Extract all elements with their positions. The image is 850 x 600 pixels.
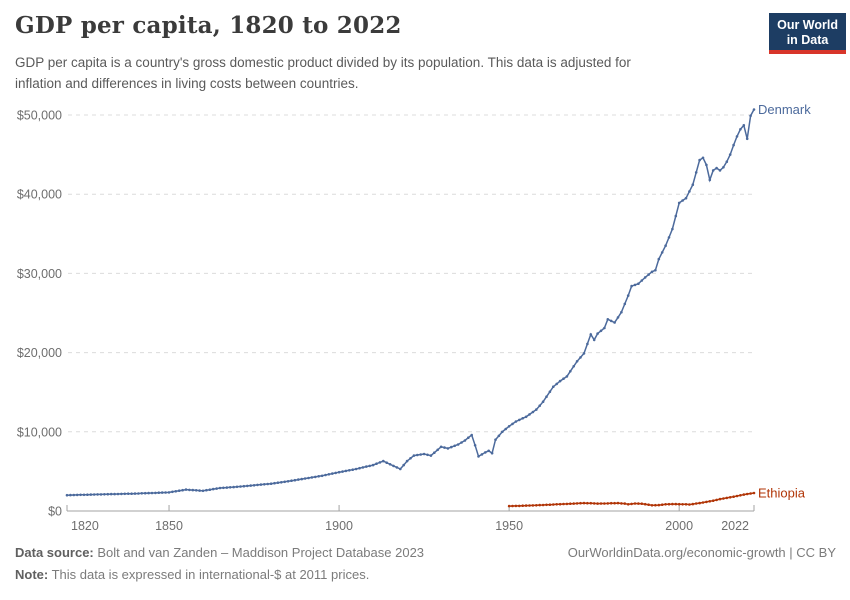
- series-dots-ethiopia[interactable]: [507, 491, 756, 508]
- data-source-label: Data source:: [15, 545, 94, 560]
- chart-subtitle: GDP per capita is a country's gross dome…: [15, 52, 631, 94]
- data-source-value: Bolt and van Zanden – Maddison Project D…: [93, 545, 425, 560]
- footer-credit-link[interactable]: OurWorldinData.org/economic-growth | CC …: [567, 545, 836, 560]
- owid-logo[interactable]: Our World in Data: [769, 13, 846, 54]
- owid-logo-line2: in Data: [786, 32, 829, 47]
- footer-source-note: Data source: Bolt and van Zanden – Maddi…: [15, 542, 424, 586]
- series-line-denmark[interactable]: [66, 109, 755, 496]
- note-line: Note: This data is expressed in internat…: [15, 564, 424, 586]
- y-tick-label: $0: [48, 505, 62, 519]
- y-tick-label: $20,000: [17, 346, 62, 360]
- note-value: This data is expressed in international-…: [48, 567, 370, 582]
- subtitle-line-2: inflation and differences in living cost…: [15, 76, 359, 91]
- series-label-denmark[interactable]: Denmark: [758, 102, 811, 117]
- data-source-line: Data source: Bolt and van Zanden – Maddi…: [15, 542, 424, 564]
- y-tick-label: $40,000: [17, 188, 62, 202]
- owid-logo-line1: Our World: [777, 18, 838, 32]
- x-tick-label: 1950: [495, 519, 523, 533]
- y-tick-label: $10,000: [17, 425, 62, 439]
- page-title: GDP per capita, 1820 to 2022: [15, 12, 402, 39]
- x-tick-label: 2000: [665, 519, 693, 533]
- note-label: Note:: [15, 567, 49, 582]
- series-label-ethiopia[interactable]: Ethiopia: [758, 486, 806, 501]
- chart-footer: Data source: Bolt and van Zanden – Maddi…: [15, 542, 836, 586]
- y-tick-label: $30,000: [17, 267, 62, 281]
- x-tick-label: 1820: [71, 519, 99, 533]
- x-tick-label: 1900: [325, 519, 353, 533]
- x-tick-label: 1850: [155, 519, 183, 533]
- subtitle-line-1: GDP per capita is a country's gross dome…: [15, 55, 631, 70]
- x-tick-label: 2022: [721, 519, 749, 533]
- y-tick-label: $50,000: [17, 109, 62, 123]
- series-dots-denmark[interactable]: [65, 108, 756, 497]
